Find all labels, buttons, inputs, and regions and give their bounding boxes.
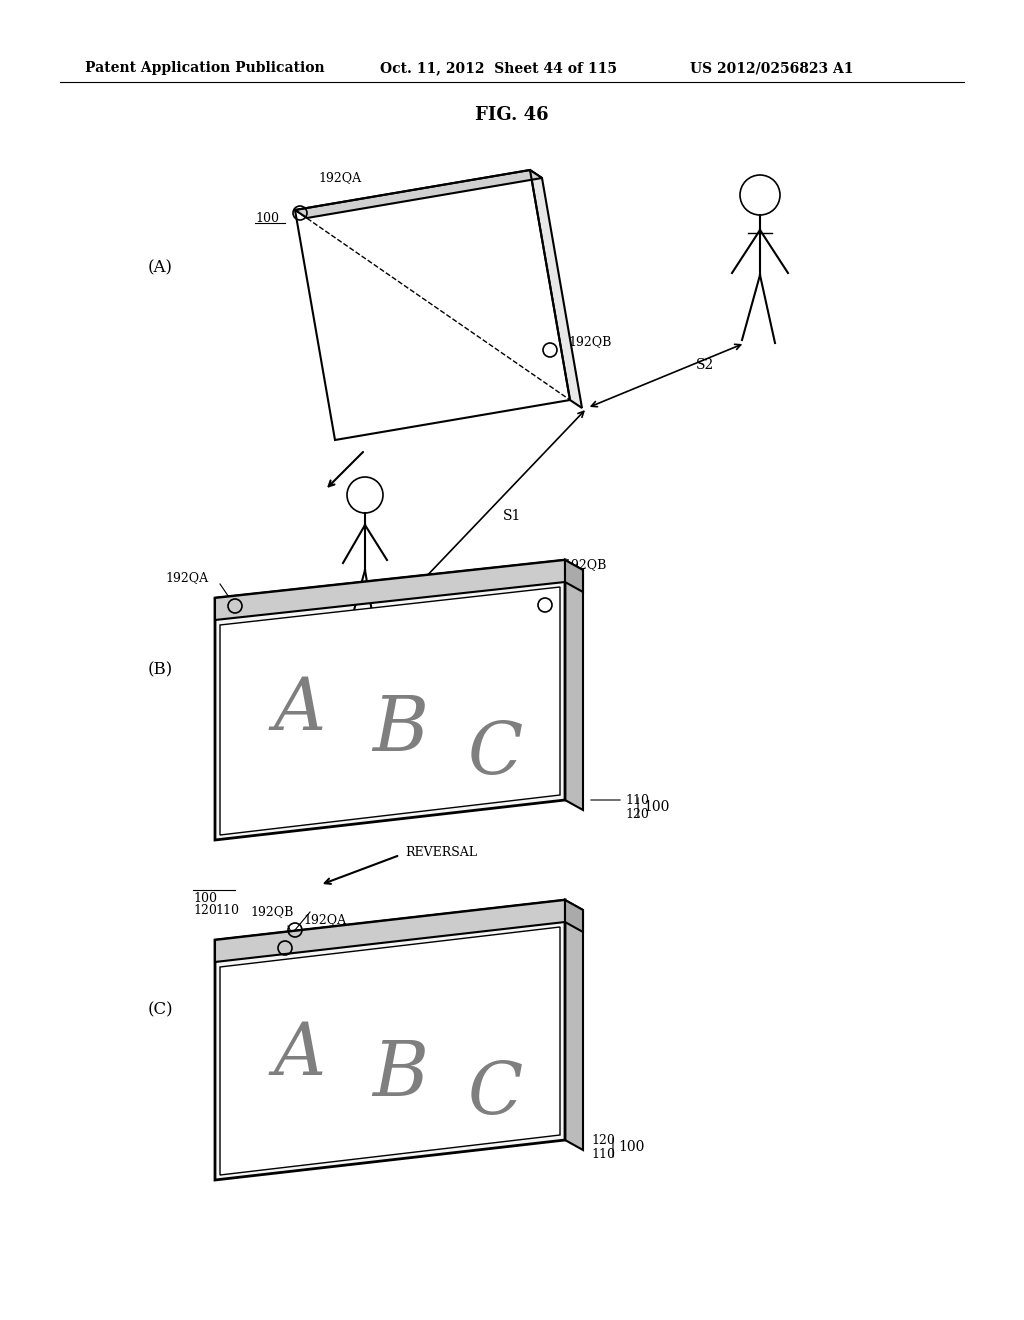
- Polygon shape: [215, 560, 565, 620]
- Polygon shape: [565, 560, 583, 810]
- Polygon shape: [530, 170, 582, 408]
- Text: 110: 110: [215, 903, 239, 916]
- Text: (B): (B): [148, 661, 173, 678]
- Text: 192QB: 192QB: [568, 335, 611, 348]
- Text: 110: 110: [625, 793, 649, 807]
- Polygon shape: [215, 560, 565, 840]
- Text: S2: S2: [696, 358, 715, 372]
- Text: 120: 120: [591, 1134, 614, 1147]
- Polygon shape: [220, 587, 560, 836]
- Text: 192QB: 192QB: [250, 906, 293, 919]
- Text: FIG. 46: FIG. 46: [475, 106, 549, 124]
- Text: (C): (C): [148, 1002, 174, 1019]
- Text: 100: 100: [618, 1140, 644, 1154]
- Polygon shape: [295, 170, 542, 218]
- Text: 120: 120: [193, 903, 217, 916]
- Text: 192QA: 192QA: [303, 913, 346, 927]
- Text: A: A: [274, 1020, 326, 1090]
- Polygon shape: [215, 900, 565, 1180]
- Text: B: B: [372, 693, 428, 767]
- Text: 192QB: 192QB: [563, 558, 606, 572]
- Text: 110: 110: [591, 1148, 615, 1162]
- Text: C: C: [467, 1060, 522, 1130]
- Text: 100: 100: [193, 891, 217, 904]
- Polygon shape: [565, 900, 583, 932]
- Text: Patent Application Publication: Patent Application Publication: [85, 61, 325, 75]
- Polygon shape: [565, 900, 583, 1150]
- Text: (A): (A): [148, 260, 173, 276]
- Polygon shape: [215, 900, 565, 962]
- Text: 100: 100: [255, 211, 279, 224]
- Text: B: B: [372, 1038, 428, 1111]
- Polygon shape: [565, 560, 583, 591]
- Text: A: A: [274, 675, 326, 746]
- Text: 100: 100: [643, 800, 670, 814]
- Text: 192QA: 192QA: [165, 572, 208, 585]
- Text: 192QA: 192QA: [318, 172, 361, 185]
- Polygon shape: [220, 927, 560, 1175]
- Text: Oct. 11, 2012  Sheet 44 of 115: Oct. 11, 2012 Sheet 44 of 115: [380, 61, 617, 75]
- Text: REVERSAL: REVERSAL: [406, 846, 477, 858]
- Text: C: C: [467, 719, 522, 791]
- Text: 120: 120: [625, 808, 649, 821]
- Text: S1: S1: [503, 510, 521, 523]
- Text: US 2012/0256823 A1: US 2012/0256823 A1: [690, 61, 853, 75]
